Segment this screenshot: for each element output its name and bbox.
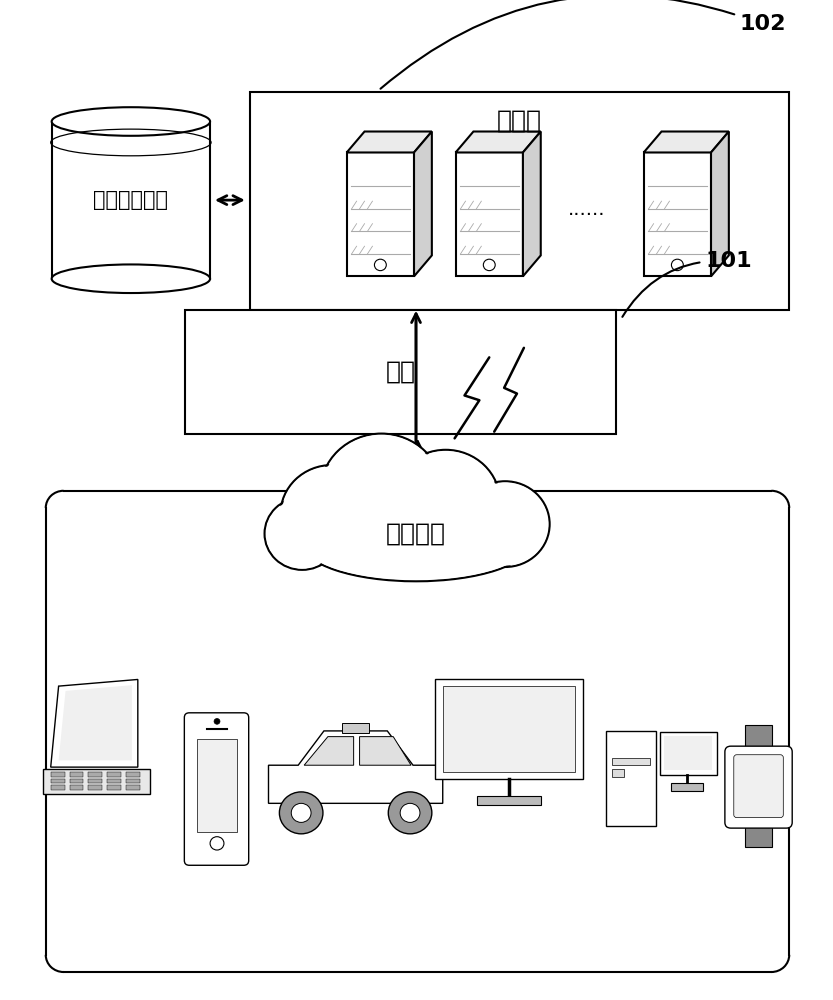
Polygon shape <box>52 122 210 279</box>
Circle shape <box>374 259 387 271</box>
Ellipse shape <box>304 506 528 580</box>
Bar <box>665 736 712 770</box>
Circle shape <box>265 497 340 570</box>
Bar <box>660 732 717 775</box>
Polygon shape <box>58 685 132 760</box>
Bar <box>107 779 121 783</box>
Bar <box>107 785 121 790</box>
Circle shape <box>392 450 500 555</box>
Bar <box>612 758 650 765</box>
Circle shape <box>281 465 383 564</box>
FancyBboxPatch shape <box>184 713 249 865</box>
Bar <box>69 772 83 777</box>
FancyBboxPatch shape <box>734 755 783 818</box>
FancyBboxPatch shape <box>725 746 792 828</box>
Bar <box>745 820 772 847</box>
FancyBboxPatch shape <box>185 310 616 434</box>
Ellipse shape <box>302 505 530 581</box>
Circle shape <box>214 719 220 724</box>
Bar <box>671 783 703 791</box>
Text: 服务器: 服务器 <box>497 109 542 133</box>
Polygon shape <box>51 679 137 767</box>
Polygon shape <box>711 132 729 276</box>
Bar <box>342 723 370 733</box>
FancyBboxPatch shape <box>250 92 789 310</box>
Circle shape <box>320 434 442 552</box>
Bar <box>107 772 121 777</box>
Polygon shape <box>523 132 541 276</box>
Polygon shape <box>414 132 431 276</box>
Text: 101: 101 <box>622 251 751 317</box>
Bar <box>197 739 237 832</box>
Bar <box>442 686 576 772</box>
Polygon shape <box>347 152 414 276</box>
Bar <box>126 785 140 790</box>
Polygon shape <box>42 769 150 794</box>
Bar <box>88 785 102 790</box>
Circle shape <box>483 259 495 271</box>
Circle shape <box>322 435 441 550</box>
Bar <box>745 725 772 752</box>
Ellipse shape <box>302 505 530 581</box>
Bar <box>126 779 140 783</box>
Polygon shape <box>360 737 411 765</box>
Bar <box>126 772 140 777</box>
Circle shape <box>388 792 431 834</box>
Polygon shape <box>456 152 523 276</box>
Polygon shape <box>644 152 711 276</box>
Circle shape <box>671 259 683 271</box>
Circle shape <box>461 481 550 567</box>
Text: 数据存储系统: 数据存储系统 <box>93 190 168 210</box>
Bar <box>51 779 64 783</box>
Ellipse shape <box>52 264 210 293</box>
Polygon shape <box>304 737 354 765</box>
Ellipse shape <box>52 107 210 136</box>
Circle shape <box>266 499 338 568</box>
Text: 通信网络: 通信网络 <box>386 522 446 546</box>
Circle shape <box>462 483 548 566</box>
Polygon shape <box>456 132 541 152</box>
Bar <box>477 796 541 805</box>
Bar <box>51 772 64 777</box>
Polygon shape <box>347 132 431 152</box>
Bar <box>606 731 656 826</box>
Bar <box>51 785 64 790</box>
Bar <box>69 785 83 790</box>
Text: 例如: 例如 <box>386 450 416 474</box>
Bar <box>435 679 583 779</box>
Bar <box>88 772 102 777</box>
Text: 终端: 终端 <box>386 360 416 384</box>
Circle shape <box>282 466 382 563</box>
Circle shape <box>392 451 499 553</box>
Polygon shape <box>268 731 442 803</box>
Circle shape <box>400 803 420 822</box>
Bar <box>69 779 83 783</box>
Text: 102: 102 <box>381 0 786 89</box>
Circle shape <box>279 792 323 834</box>
Bar <box>88 779 102 783</box>
Circle shape <box>210 837 224 850</box>
Bar <box>612 769 624 777</box>
Circle shape <box>292 803 311 822</box>
Polygon shape <box>644 132 729 152</box>
Text: ......: ...... <box>567 200 605 219</box>
